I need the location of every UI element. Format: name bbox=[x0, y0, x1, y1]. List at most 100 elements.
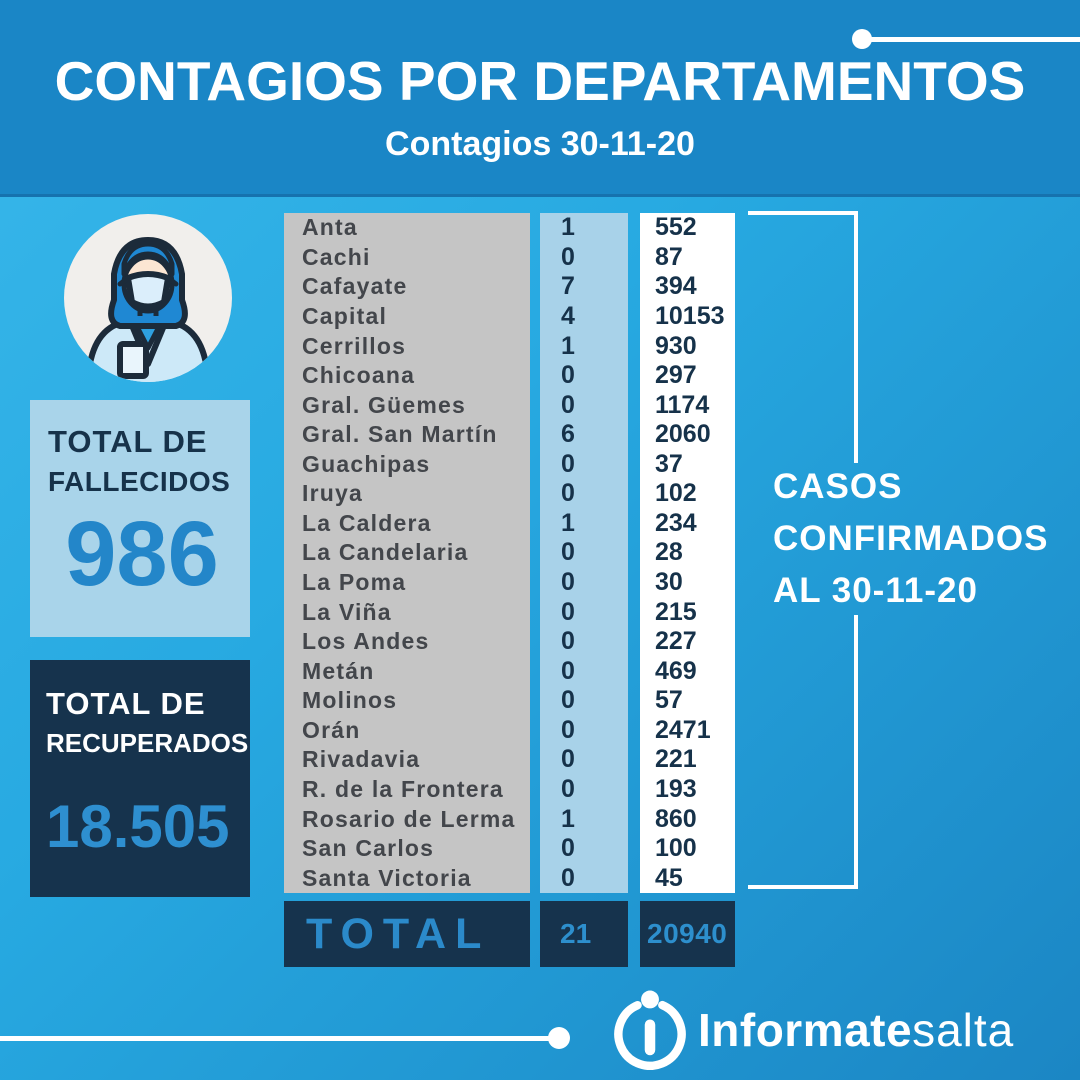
department-name: Cerrillos bbox=[302, 332, 407, 359]
daily-cases-value: 0 bbox=[561, 390, 575, 419]
daily-cases-value: 0 bbox=[561, 449, 575, 478]
department-name: Guachipas bbox=[302, 450, 431, 477]
total-label-box: TOTAL bbox=[284, 901, 530, 967]
note-line1: CASOS bbox=[773, 467, 903, 506]
confirmed-cases-value: 100 bbox=[655, 834, 697, 863]
department-name: Anta bbox=[302, 214, 358, 241]
confirmed-cases-value: 193 bbox=[655, 774, 697, 803]
confirmed-cases-value: 87 bbox=[655, 242, 683, 271]
deaths-value: 986 bbox=[65, 503, 219, 605]
department-name: La Caldera bbox=[302, 509, 432, 536]
daily-cases-value: 1 bbox=[561, 213, 575, 242]
daily-cases-value: 6 bbox=[561, 420, 575, 449]
logo-brand-bold: Informate bbox=[698, 1004, 913, 1056]
department-name: Rivadavia bbox=[302, 746, 421, 773]
department-column: Anta Cachi Cafayate Capital Cerrillos Chicoan… bbox=[284, 213, 530, 893]
department-name: Santa Victoria bbox=[302, 864, 472, 891]
logo-brand-light: salta bbox=[912, 1004, 1015, 1056]
page-title: CONTAGIOS POR DEPARTAMENTOS bbox=[54, 49, 1026, 112]
informate-salta-logo: Informatesalta bbox=[610, 990, 1014, 1070]
daily-cases-value: 0 bbox=[561, 627, 575, 656]
nurse-mask-icon bbox=[64, 214, 232, 382]
confirmed-cases-value: 28 bbox=[655, 538, 683, 567]
decorative-dot-bottom bbox=[548, 1027, 570, 1049]
daily-cases-value: 0 bbox=[561, 597, 575, 626]
daily-cases-value: 4 bbox=[561, 301, 575, 330]
department-name: Metán bbox=[302, 657, 375, 684]
bracket-top-cap bbox=[748, 211, 858, 215]
bracket-vertical-upper bbox=[854, 211, 858, 463]
confirmed-cases-value: 2471 bbox=[655, 715, 711, 744]
daily-cases-value: 0 bbox=[561, 834, 575, 863]
department-name: La Viña bbox=[302, 598, 392, 625]
total-confirmed-box: 20940 bbox=[640, 901, 735, 967]
total-daily-value: 21 bbox=[560, 918, 592, 949]
confirmed-cases-value: 297 bbox=[655, 361, 697, 390]
confirmed-cases-value: 37 bbox=[655, 449, 683, 478]
recovered-label-line2: RECUPERADOS bbox=[46, 728, 249, 758]
confirmed-cases-value: 45 bbox=[655, 863, 683, 892]
confirmed-cases-note: CASOS CONFIRMADOS AL 30-11-20 bbox=[773, 461, 1073, 617]
confirmed-cases-value: 552 bbox=[655, 213, 697, 242]
recovered-label-line1: TOTAL DE bbox=[46, 686, 206, 721]
header-banner: CONTAGIOS POR DEPARTAMENTOS Contagios 30… bbox=[0, 0, 1080, 197]
department-name: La Poma bbox=[302, 569, 407, 596]
department-name: Los Andes bbox=[302, 628, 430, 655]
confirmed-cases-value: 221 bbox=[655, 745, 697, 774]
total-daily-box: 21 bbox=[540, 901, 628, 967]
note-line2: CONFIRMADOS bbox=[773, 519, 1049, 558]
department-name: Cachi bbox=[302, 243, 371, 270]
info-icon bbox=[614, 990, 686, 1070]
daily-cases-value: 1 bbox=[561, 508, 575, 537]
daily-cases-value: 7 bbox=[561, 272, 575, 301]
confirmed-cases-value: 234 bbox=[655, 508, 697, 537]
confirmed-cases-value: 215 bbox=[655, 597, 697, 626]
department-name: Capital bbox=[302, 302, 388, 329]
department-name: Iruya bbox=[302, 480, 363, 507]
daily-cases-value: 0 bbox=[561, 242, 575, 271]
deaths-label-line1: TOTAL DE bbox=[48, 424, 208, 459]
note-line3: AL 30-11-20 bbox=[773, 571, 978, 610]
bracket-vertical-lower bbox=[854, 615, 858, 889]
daily-cases-value: 1 bbox=[561, 331, 575, 360]
daily-cases-value: 0 bbox=[561, 686, 575, 715]
decorative-line-top bbox=[868, 37, 1080, 42]
department-name: Orán bbox=[302, 716, 361, 743]
confirmed-cases-value: 57 bbox=[655, 686, 683, 715]
department-name: Molinos bbox=[302, 687, 398, 714]
deaths-panel: TOTAL DE FALLECIDOS 986 bbox=[30, 400, 250, 637]
department-name: San Carlos bbox=[302, 835, 435, 862]
department-name: Chicoana bbox=[302, 362, 416, 389]
confirmed-cases-value: 102 bbox=[655, 479, 697, 508]
daily-cases-value: 0 bbox=[561, 538, 575, 567]
department-name: La Candelaria bbox=[302, 539, 469, 566]
decorative-line-bottom bbox=[0, 1036, 557, 1041]
page-subtitle: Contagios 30-11-20 bbox=[385, 124, 695, 163]
decorative-dot-top bbox=[852, 29, 872, 49]
department-name: Rosario de Lerma bbox=[302, 805, 516, 832]
confirmed-cases-value: 2060 bbox=[655, 420, 711, 449]
daily-cases-value: 0 bbox=[561, 774, 575, 803]
deaths-label-line2: FALLECIDOS bbox=[48, 466, 231, 497]
department-name: Cafayate bbox=[302, 273, 408, 300]
confirmed-cases-value: 30 bbox=[655, 568, 683, 597]
confirmed-cases-value: 227 bbox=[655, 627, 697, 656]
confirmed-cases-value: 930 bbox=[655, 331, 697, 360]
confirmed-cases-value: 394 bbox=[655, 272, 697, 301]
daily-cases-value: 0 bbox=[561, 479, 575, 508]
department-name: Gral. San Martín bbox=[302, 421, 498, 448]
logo-wordmark: Informatesalta bbox=[698, 1003, 1014, 1057]
recovered-value: 18.505 bbox=[46, 793, 230, 860]
confirmed-cases-value: 860 bbox=[655, 804, 697, 833]
confirmed-cases-value: 10153 bbox=[655, 301, 725, 330]
recovered-panel: TOTAL DE RECUPERADOS 18.505 bbox=[30, 660, 250, 897]
department-name: Gral. Güemes bbox=[302, 391, 466, 418]
confirmed-cases-value: 469 bbox=[655, 656, 697, 685]
daily-cases-value: 1 bbox=[561, 804, 575, 833]
bracket-bottom-cap bbox=[748, 885, 858, 889]
total-label: TOTAL bbox=[306, 909, 491, 958]
daily-cases-value: 0 bbox=[561, 568, 575, 597]
department-name: R. de la Frontera bbox=[302, 775, 504, 802]
